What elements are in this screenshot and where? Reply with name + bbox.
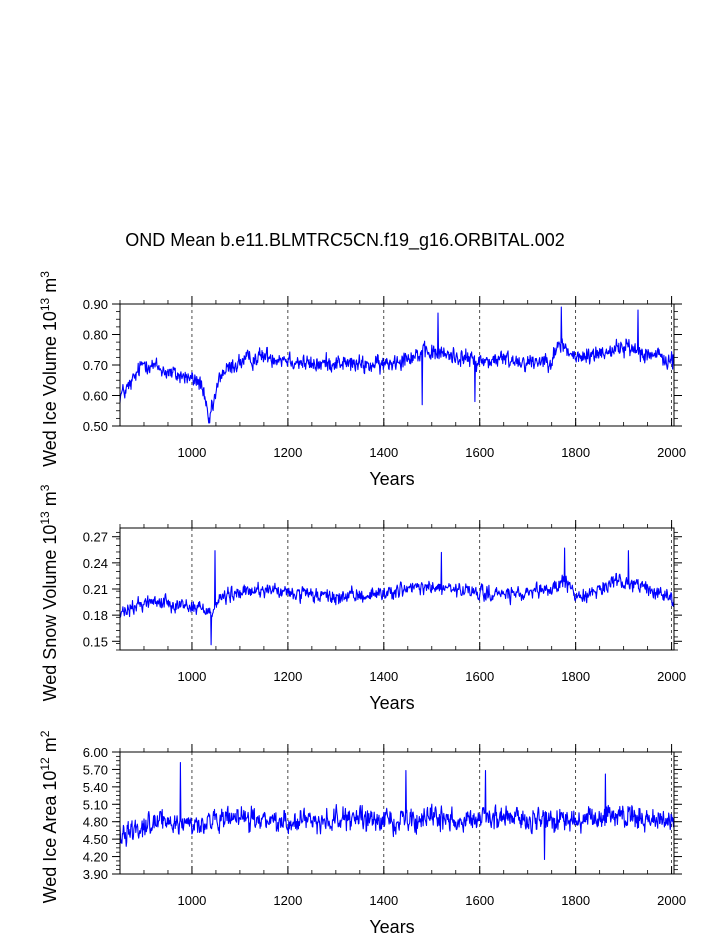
y-tick-label: 5.40 (83, 780, 108, 795)
series-line (119, 306, 675, 424)
y-label-text: Wed Ice Area 10 (40, 771, 60, 904)
y-axis-label: Wed Snow Volume 1013 m3 (38, 484, 60, 701)
y-tick-label: 0.24 (83, 556, 108, 571)
y-label-text: Wed Ice Volume 10 (40, 311, 60, 467)
x-tick-label: 1200 (273, 445, 302, 460)
x-tick-label: 1000 (177, 669, 206, 684)
y-tick-label: 0.27 (83, 530, 108, 545)
chart-title: OND Mean b.e11.BLMTRC5CN.f19_g16.ORBITAL… (125, 230, 565, 251)
y-tick-label: 3.90 (83, 867, 108, 882)
panel-1: 0.50 0.60 0.70 0.80 0.90 1000 1200 1400 1600 1800… (38, 271, 686, 489)
y-tick-label: 6.00 (83, 745, 108, 760)
x-tick-label: 1600 (465, 893, 494, 908)
x-tick-label: 1800 (561, 893, 590, 908)
y-label-unit: m (40, 737, 60, 757)
y-label-exponent: 12 (38, 757, 52, 771)
y-tick-label: 0.80 (83, 328, 108, 343)
y-label-exponent: 13 (38, 297, 52, 311)
y-label-unit-exponent: 3 (38, 484, 52, 491)
x-tick-label: 1800 (561, 669, 590, 684)
panel-3: 3.90 4.20 4.50 4.80 5.10 5.40 5.70 6.00 1000 1200… (38, 730, 686, 937)
y-tick-label: 0.70 (83, 358, 108, 373)
y-tick-label: 4.50 (83, 832, 108, 847)
y-label-unit-exponent: 3 (38, 271, 52, 278)
y-axis-label: Wed Ice Area 1012 m2 (38, 730, 60, 903)
plot-frame (119, 751, 675, 875)
x-tick-label: 1200 (273, 893, 302, 908)
y-tick-label: 0.15 (83, 634, 108, 649)
x-tick-label: 1000 (177, 893, 206, 908)
y-tick-label: 0.50 (83, 419, 108, 434)
y-tick-label: 4.20 (83, 850, 108, 865)
x-axis-label: Years (369, 917, 414, 935)
plot-frame (119, 303, 675, 427)
panel-2: 0.15 0.18 0.21 0.24 0.27 1000 1200 1400 1600 1800… (38, 484, 686, 713)
x-tick-label: 1600 (465, 445, 494, 460)
y-label-unit: m (40, 278, 60, 298)
x-tick-label: 1400 (369, 445, 398, 460)
series-line (119, 761, 675, 861)
y-tick-label: 0.18 (83, 608, 108, 623)
x-tick-label: 1400 (369, 669, 398, 684)
x-axis-label: Years (369, 469, 414, 489)
y-tick-label: 0.21 (83, 582, 108, 597)
x-tick-label: 2000 (657, 669, 686, 684)
x-tick-label: 1800 (561, 445, 590, 460)
x-tick-label: 1200 (273, 669, 302, 684)
y-tick-label: 5.10 (83, 797, 108, 812)
y-tick-label: 0.90 (83, 297, 108, 312)
x-tick-label: 1000 (177, 445, 206, 460)
y-label-unit: m (40, 491, 60, 511)
y-tick-label: 5.70 (83, 762, 108, 777)
x-tick-label: 2000 (657, 445, 686, 460)
y-tick-label: 4.80 (83, 815, 108, 830)
x-axis-label: Years (369, 693, 414, 713)
x-tick-label: 1600 (465, 669, 494, 684)
x-tick-label: 1400 (369, 893, 398, 908)
y-label-exponent: 13 (38, 511, 52, 525)
y-label-text: Wed Snow Volume 10 (40, 525, 60, 702)
x-tick-label: 2000 (657, 893, 686, 908)
series-line (119, 547, 675, 646)
y-axis-label: Wed Ice Volume 1013 m3 (38, 271, 60, 467)
y-label-unit-exponent: 2 (38, 730, 52, 737)
y-tick-label: 0.60 (83, 389, 108, 404)
